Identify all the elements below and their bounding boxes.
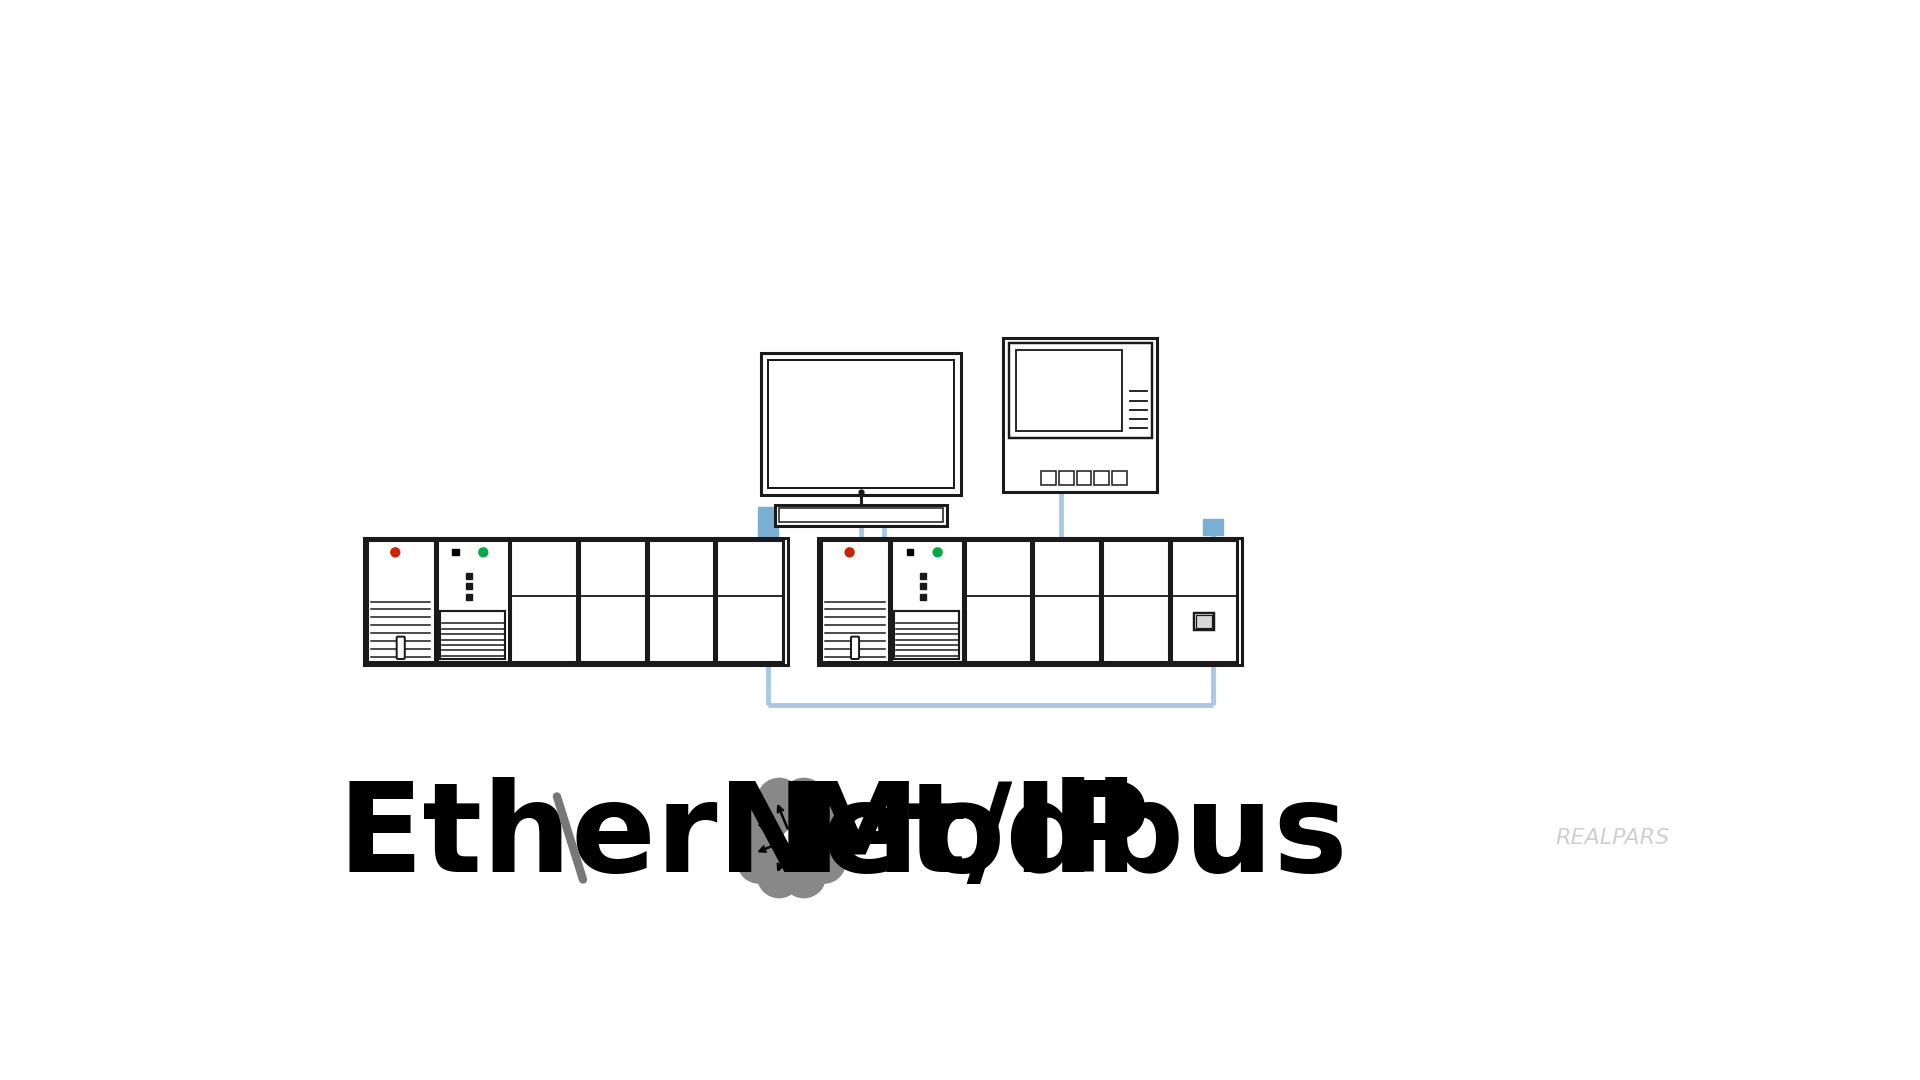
FancyBboxPatch shape bbox=[768, 360, 954, 488]
FancyBboxPatch shape bbox=[964, 540, 1031, 662]
FancyBboxPatch shape bbox=[397, 636, 405, 659]
Bar bbox=[906, 549, 914, 555]
FancyBboxPatch shape bbox=[1077, 472, 1091, 485]
Circle shape bbox=[783, 831, 799, 846]
Circle shape bbox=[933, 548, 943, 557]
Text: Modbus: Modbus bbox=[795, 778, 1348, 899]
Circle shape bbox=[803, 840, 845, 883]
FancyBboxPatch shape bbox=[1060, 472, 1073, 485]
FancyBboxPatch shape bbox=[1033, 540, 1100, 662]
Circle shape bbox=[781, 779, 826, 822]
FancyBboxPatch shape bbox=[1041, 472, 1056, 485]
FancyBboxPatch shape bbox=[1196, 615, 1212, 629]
FancyBboxPatch shape bbox=[818, 538, 1242, 665]
FancyBboxPatch shape bbox=[647, 540, 714, 662]
Circle shape bbox=[845, 548, 854, 557]
Circle shape bbox=[810, 816, 852, 860]
FancyBboxPatch shape bbox=[822, 540, 889, 662]
FancyBboxPatch shape bbox=[1194, 612, 1213, 631]
Circle shape bbox=[803, 793, 845, 836]
Text: REALPARS: REALPARS bbox=[1555, 828, 1668, 848]
Circle shape bbox=[737, 840, 781, 883]
Circle shape bbox=[781, 854, 826, 897]
Circle shape bbox=[776, 845, 806, 876]
FancyBboxPatch shape bbox=[1016, 350, 1121, 431]
Circle shape bbox=[755, 823, 785, 853]
Bar bbox=[453, 549, 459, 555]
FancyBboxPatch shape bbox=[760, 353, 960, 496]
FancyBboxPatch shape bbox=[365, 538, 787, 665]
Circle shape bbox=[758, 779, 801, 822]
Bar bbox=[1202, 519, 1223, 535]
Circle shape bbox=[778, 824, 804, 852]
Circle shape bbox=[799, 823, 829, 853]
FancyBboxPatch shape bbox=[1102, 540, 1169, 662]
FancyBboxPatch shape bbox=[780, 509, 943, 523]
FancyBboxPatch shape bbox=[891, 540, 962, 662]
Bar bbox=[758, 521, 778, 536]
FancyBboxPatch shape bbox=[440, 610, 505, 659]
Circle shape bbox=[776, 800, 806, 832]
FancyBboxPatch shape bbox=[436, 540, 509, 662]
Circle shape bbox=[758, 854, 801, 897]
Circle shape bbox=[737, 793, 781, 836]
Bar bbox=[874, 557, 893, 577]
Circle shape bbox=[478, 548, 488, 557]
FancyBboxPatch shape bbox=[1008, 342, 1152, 438]
Circle shape bbox=[730, 816, 774, 860]
FancyBboxPatch shape bbox=[1004, 338, 1158, 491]
FancyBboxPatch shape bbox=[716, 540, 783, 662]
FancyBboxPatch shape bbox=[580, 540, 645, 662]
FancyBboxPatch shape bbox=[851, 636, 858, 659]
FancyBboxPatch shape bbox=[1171, 540, 1236, 662]
FancyBboxPatch shape bbox=[895, 610, 960, 659]
Bar bbox=[758, 507, 778, 523]
FancyBboxPatch shape bbox=[511, 540, 578, 662]
FancyBboxPatch shape bbox=[776, 504, 947, 526]
Circle shape bbox=[392, 548, 399, 557]
Text: EtherNet/IP: EtherNet/IP bbox=[338, 778, 1150, 899]
FancyBboxPatch shape bbox=[1112, 472, 1127, 485]
FancyBboxPatch shape bbox=[1094, 472, 1110, 485]
FancyBboxPatch shape bbox=[367, 540, 434, 662]
